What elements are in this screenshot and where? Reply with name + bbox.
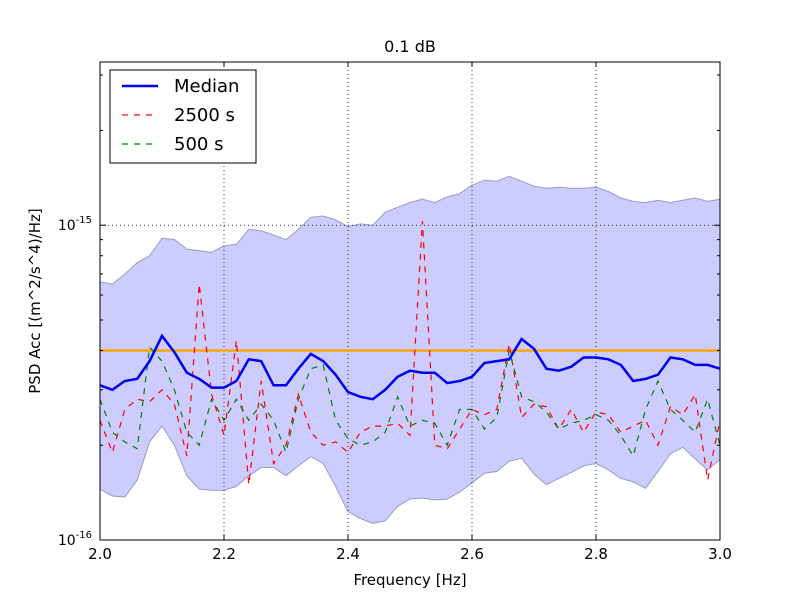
x-tick-label: 2.0 [88,545,112,563]
x-tick-label: 2.8 [584,545,608,563]
tick-layer: 2.0 2.2 2.4 2.6 2.8 3.0 10-16 10-15 [58,62,732,563]
x-tick-label: 2.6 [460,545,484,563]
legend-500s-label: 500 s [174,134,223,155]
y-axis-label: PSD Acc [(m^2/s^4)/Hz] [26,208,44,393]
plot-frame [99,61,721,541]
x-tick-label: 2.4 [336,545,360,563]
x-tick-label: 2.2 [212,545,236,563]
chart-title: 0.1 dB [384,37,436,56]
series-layer [99,221,721,485]
y-tick-label: 10-15 [58,215,92,234]
grid-layer [100,62,720,540]
series-line-2500-s [99,221,721,485]
x-tick-label: 3.0 [708,545,732,563]
legend-2500s-label: 2500 s [174,105,235,126]
legend-median-label: Median [174,76,239,97]
x-axis-label: Frequency [Hz] [353,571,466,589]
series-line-500-s [99,345,721,458]
series-line-median [99,333,721,401]
legend: Median 2500 s 500 s [109,69,257,164]
y-tick-label: 10-16 [58,530,92,549]
